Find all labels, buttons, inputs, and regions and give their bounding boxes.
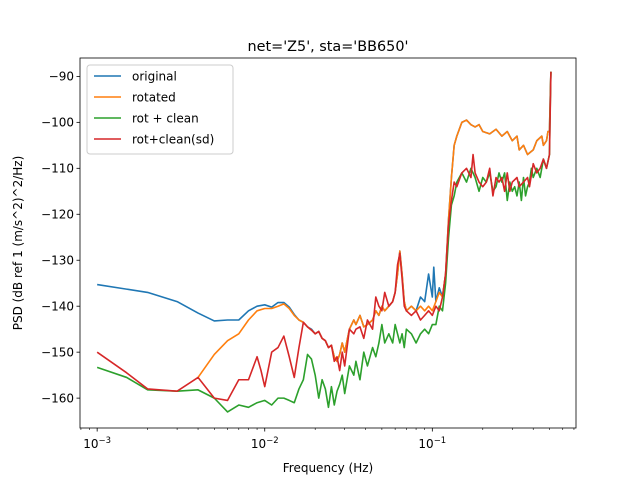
y-tick-label: −130 (41, 254, 74, 268)
y-tick-label: −90 (49, 70, 74, 84)
legend-label: rot+clean(sd) (132, 132, 214, 146)
y-axis-label: PSD (dB ref 1 (m/s^2)^2/Hz) (11, 156, 25, 331)
legend-label: rotated (132, 90, 176, 104)
y-tick-label: −150 (41, 345, 74, 359)
legend-box (86, 64, 234, 155)
x-tick-label: 10−3 (83, 436, 111, 451)
y-tick-label: −120 (41, 208, 74, 222)
y-tick-label: −140 (41, 299, 74, 313)
x-tick-label: 10−1 (418, 436, 446, 451)
axes-layer: −160 −150 −140 −130 −120 −110 −100 −90 10−3 10−2 1… (41, 70, 575, 451)
y-tick-label: −110 (41, 162, 74, 176)
legend-label: original (132, 69, 177, 83)
series-layer (96, 71, 552, 413)
y-tick-label: −100 (41, 116, 74, 130)
legend: original rotated rot + clean rot+clean(sd) (86, 64, 234, 155)
y-tick-label: −160 (41, 391, 74, 405)
x-tick-label: 10−2 (251, 436, 279, 451)
x-axis-label: Frequency (Hz) (283, 461, 374, 475)
series-line-3 (96, 71, 552, 402)
plot-frame (79, 57, 577, 429)
legend-label: rot + clean (132, 111, 199, 125)
series-line-2 (96, 71, 552, 413)
chart-title: net='Z5', sta='BB650' (248, 39, 409, 55)
